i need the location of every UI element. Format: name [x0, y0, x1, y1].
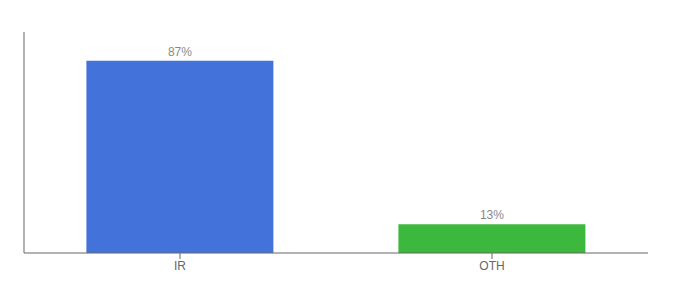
svg-text:87%: 87% — [168, 45, 192, 59]
svg-text:OTH: OTH — [479, 259, 504, 273]
svg-text:IR: IR — [174, 259, 186, 273]
svg-text:13%: 13% — [480, 208, 504, 222]
